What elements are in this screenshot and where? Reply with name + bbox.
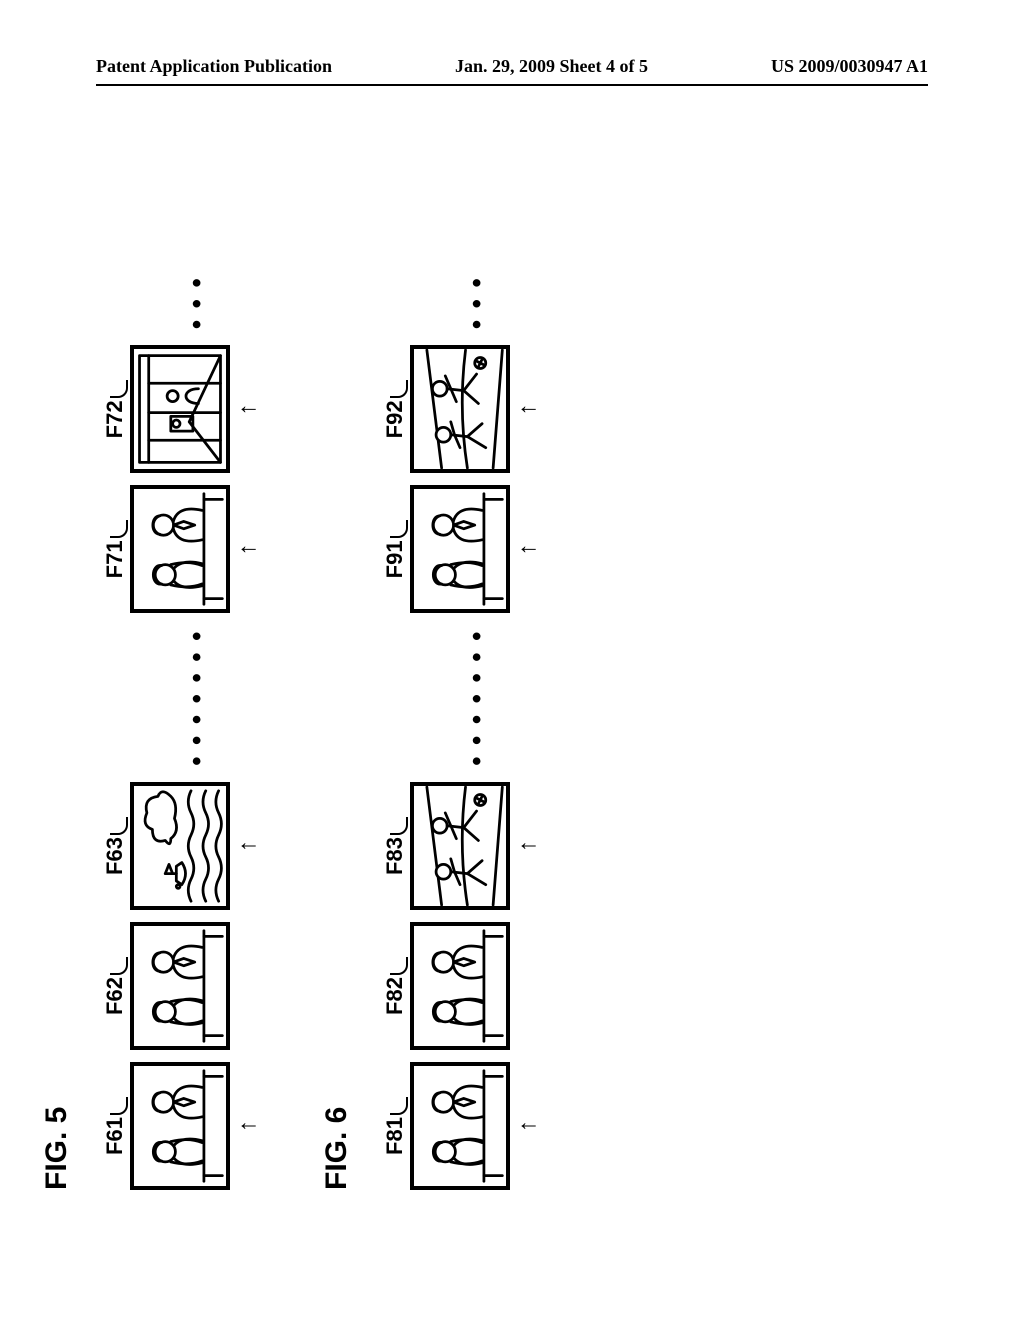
leader-line-icon <box>110 1097 128 1115</box>
arrow-up-icon: ↑ <box>516 1120 540 1132</box>
frame-label: F82 <box>382 957 408 1015</box>
leader-line-icon <box>390 520 408 538</box>
frame-cell: F82 ↑ <box>382 922 540 1050</box>
frame-cell: F92 ↑ <box>382 345 540 473</box>
figure-title: FIG. 6 <box>320 140 354 1190</box>
frame-label-text: F71 <box>102 540 128 578</box>
frame-label: F92 <box>382 380 408 438</box>
frame-cell: F81 ↑ <box>382 1062 540 1190</box>
leader-line-icon <box>110 957 128 975</box>
frame-label-text: F82 <box>382 977 408 1015</box>
frame-thumbnail <box>130 782 230 910</box>
frame-label: F61 <box>102 1097 128 1155</box>
leader-line-icon <box>110 520 128 538</box>
frame-cell: F62 ↑ <box>102 922 260 1050</box>
frame-label-text: F63 <box>102 837 128 875</box>
header-left: Patent Application Publication <box>96 56 332 77</box>
frame-thumbnail <box>410 485 510 613</box>
frame-cell: F71 ↑ <box>102 485 260 613</box>
arrow-up-icon: ↑ <box>236 1120 260 1132</box>
frame-cell: F72 ↑ <box>102 345 260 473</box>
frame-cell: F91 ↑ <box>382 485 540 613</box>
leader-line-icon <box>390 1097 408 1115</box>
frame-label: F71 <box>102 520 128 578</box>
frame-label-text: F92 <box>382 400 408 438</box>
arrow-up-icon: ↑ <box>236 403 260 415</box>
figure-title: FIG. 5 <box>40 140 74 1190</box>
frame-thumbnail <box>130 345 230 473</box>
frame-thumbnail <box>410 1062 510 1190</box>
header-right: US 2009/0030947 A1 <box>771 56 928 77</box>
leader-line-icon <box>390 380 408 398</box>
frame-label-text: F83 <box>382 837 408 875</box>
frame-label-text: F91 <box>382 540 408 578</box>
frame-thumbnail <box>130 1062 230 1190</box>
frame-cell: F83 ↑ <box>382 782 540 910</box>
leader-line-icon <box>390 957 408 975</box>
frame-label: F81 <box>382 1097 408 1155</box>
frame-thumbnail <box>410 345 510 473</box>
frame-thumbnail <box>130 922 230 1050</box>
frame-cell: F61 ↑ <box>102 1062 260 1190</box>
figure-block: FIG. 6F81 ↑F82 ↑F83 <box>320 140 540 1220</box>
frame-label: F63 <box>102 817 128 875</box>
arrow-up-icon: ↑ <box>516 403 540 415</box>
frame-cell: F63 ↑ <box>102 782 260 910</box>
arrow-up-icon: ↑ <box>236 543 260 555</box>
frame-label-text: F72 <box>102 400 128 438</box>
frame-label: F62 <box>102 957 128 1015</box>
leader-line-icon <box>390 817 408 835</box>
header-center: Jan. 29, 2009 Sheet 4 of 5 <box>455 56 648 77</box>
frame-thumbnail <box>410 782 510 910</box>
frame-row: F81 ↑F82 ↑F83 <box>382 140 540 1190</box>
arrow-up-icon: ↑ <box>236 840 260 852</box>
frame-label-text: F81 <box>382 1117 408 1155</box>
ellipsis-icon: • • • • • • • <box>462 625 494 770</box>
frame-label-text: F62 <box>102 977 128 1015</box>
header-rule <box>96 84 928 86</box>
frame-label: F72 <box>102 380 128 438</box>
frame-thumbnail <box>410 922 510 1050</box>
leader-line-icon <box>110 817 128 835</box>
ellipsis-icon: • • • <box>182 272 214 333</box>
frame-label: F83 <box>382 817 408 875</box>
leader-line-icon <box>110 380 128 398</box>
frame-thumbnail <box>130 485 230 613</box>
figure-block: FIG. 5F61 ↑F62 ↑F63 <box>40 140 260 1220</box>
arrow-up-icon: ↑ <box>516 543 540 555</box>
ellipsis-icon: • • • • • • • <box>182 625 214 770</box>
frame-label-text: F61 <box>102 1117 128 1155</box>
page-header: Patent Application Publication Jan. 29, … <box>0 56 1024 77</box>
frame-label: F91 <box>382 520 408 578</box>
ellipsis-icon: • • • <box>462 272 494 333</box>
frame-row: F61 ↑F62 ↑F63 <box>102 140 260 1190</box>
arrow-up-icon: ↑ <box>516 840 540 852</box>
figures-content: FIG. 5F61 ↑F62 ↑F63 <box>0 120 1024 1240</box>
figures-rotated-container: FIG. 5F61 ↑F62 ↑F63 <box>0 120 1024 1240</box>
